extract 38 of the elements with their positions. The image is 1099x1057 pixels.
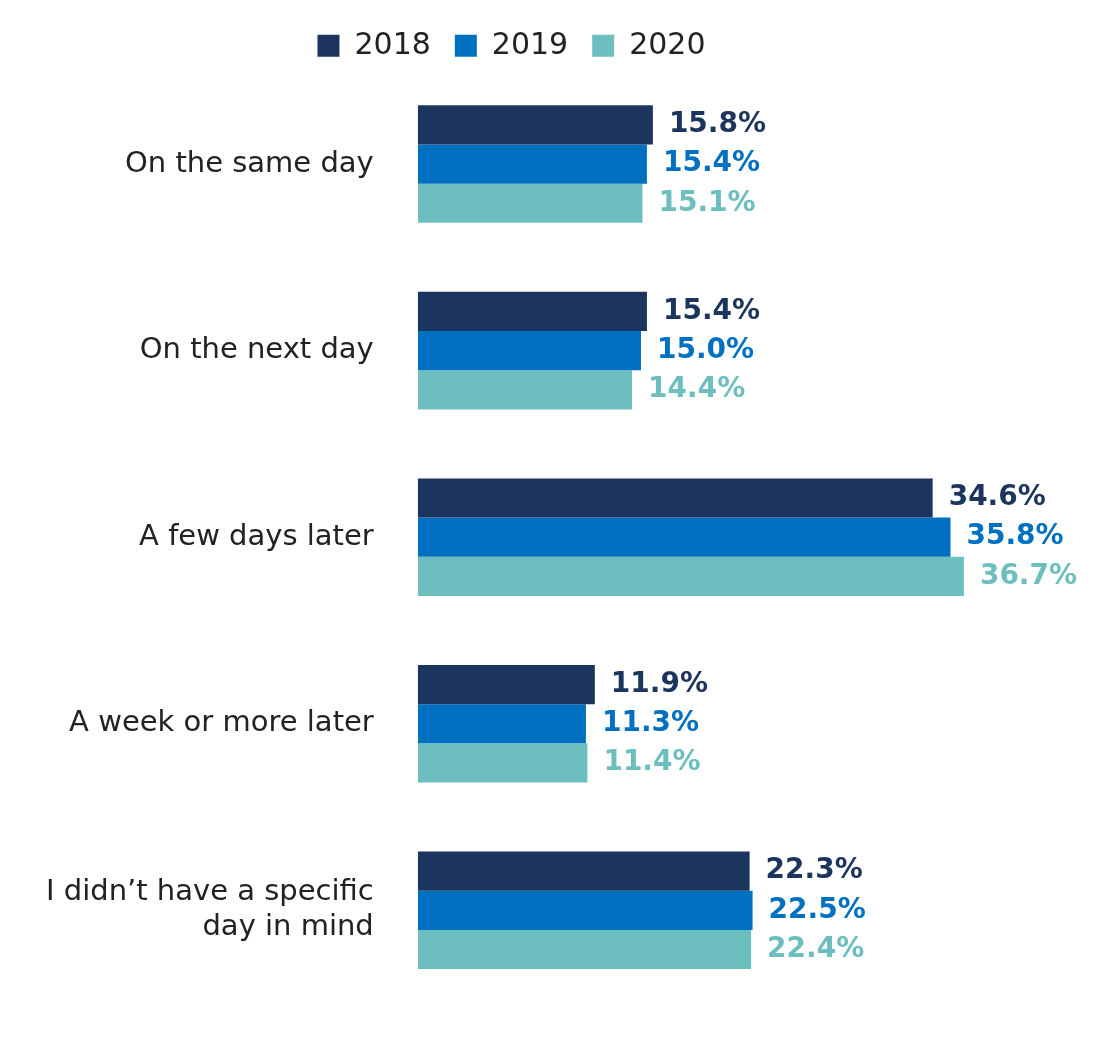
bar <box>417 183 643 223</box>
bar <box>417 370 633 410</box>
data-label: 11.9% <box>610 665 708 699</box>
legend-label: 2020 <box>629 25 706 61</box>
data-label: 15.4% <box>662 145 761 179</box>
data-label: 22.3% <box>765 852 863 886</box>
y-tick-label: I didn’t have a specific day in mind <box>46 873 374 943</box>
bar <box>417 144 647 184</box>
y-tick-label: On the next day <box>139 331 374 366</box>
y-tick-label: A week or more later <box>69 704 374 739</box>
data-label: 34.6% <box>948 479 1046 513</box>
bar <box>417 743 588 783</box>
legend-label: 2018 <box>354 25 431 61</box>
bar <box>417 517 951 557</box>
data-label: 11.3% <box>601 705 700 739</box>
bar <box>417 331 641 371</box>
data-label: 22.4% <box>767 930 865 964</box>
data-label: 15.8% <box>668 106 767 140</box>
y-tick-label: A few days later <box>139 517 374 552</box>
bar <box>417 556 964 596</box>
data-label: 15.4% <box>662 292 761 326</box>
bar <box>417 478 933 518</box>
bar <box>417 664 595 705</box>
data-label: 15.0% <box>656 331 755 365</box>
data-label: 36.7% <box>979 557 1078 591</box>
data-label: 14.4% <box>648 371 746 405</box>
y-tick-label: On the same day <box>125 144 374 179</box>
data-label: 15.1% <box>658 184 756 218</box>
bar <box>417 291 647 332</box>
bar <box>417 890 753 930</box>
data-label: 35.8% <box>966 518 1064 552</box>
bar <box>417 851 750 891</box>
bar <box>417 704 586 744</box>
legend-label: 2019 <box>491 25 569 61</box>
data-label: 11.4% <box>603 744 701 778</box>
bar <box>417 929 752 970</box>
data-label: 22.5% <box>768 891 866 925</box>
bar <box>417 105 653 145</box>
